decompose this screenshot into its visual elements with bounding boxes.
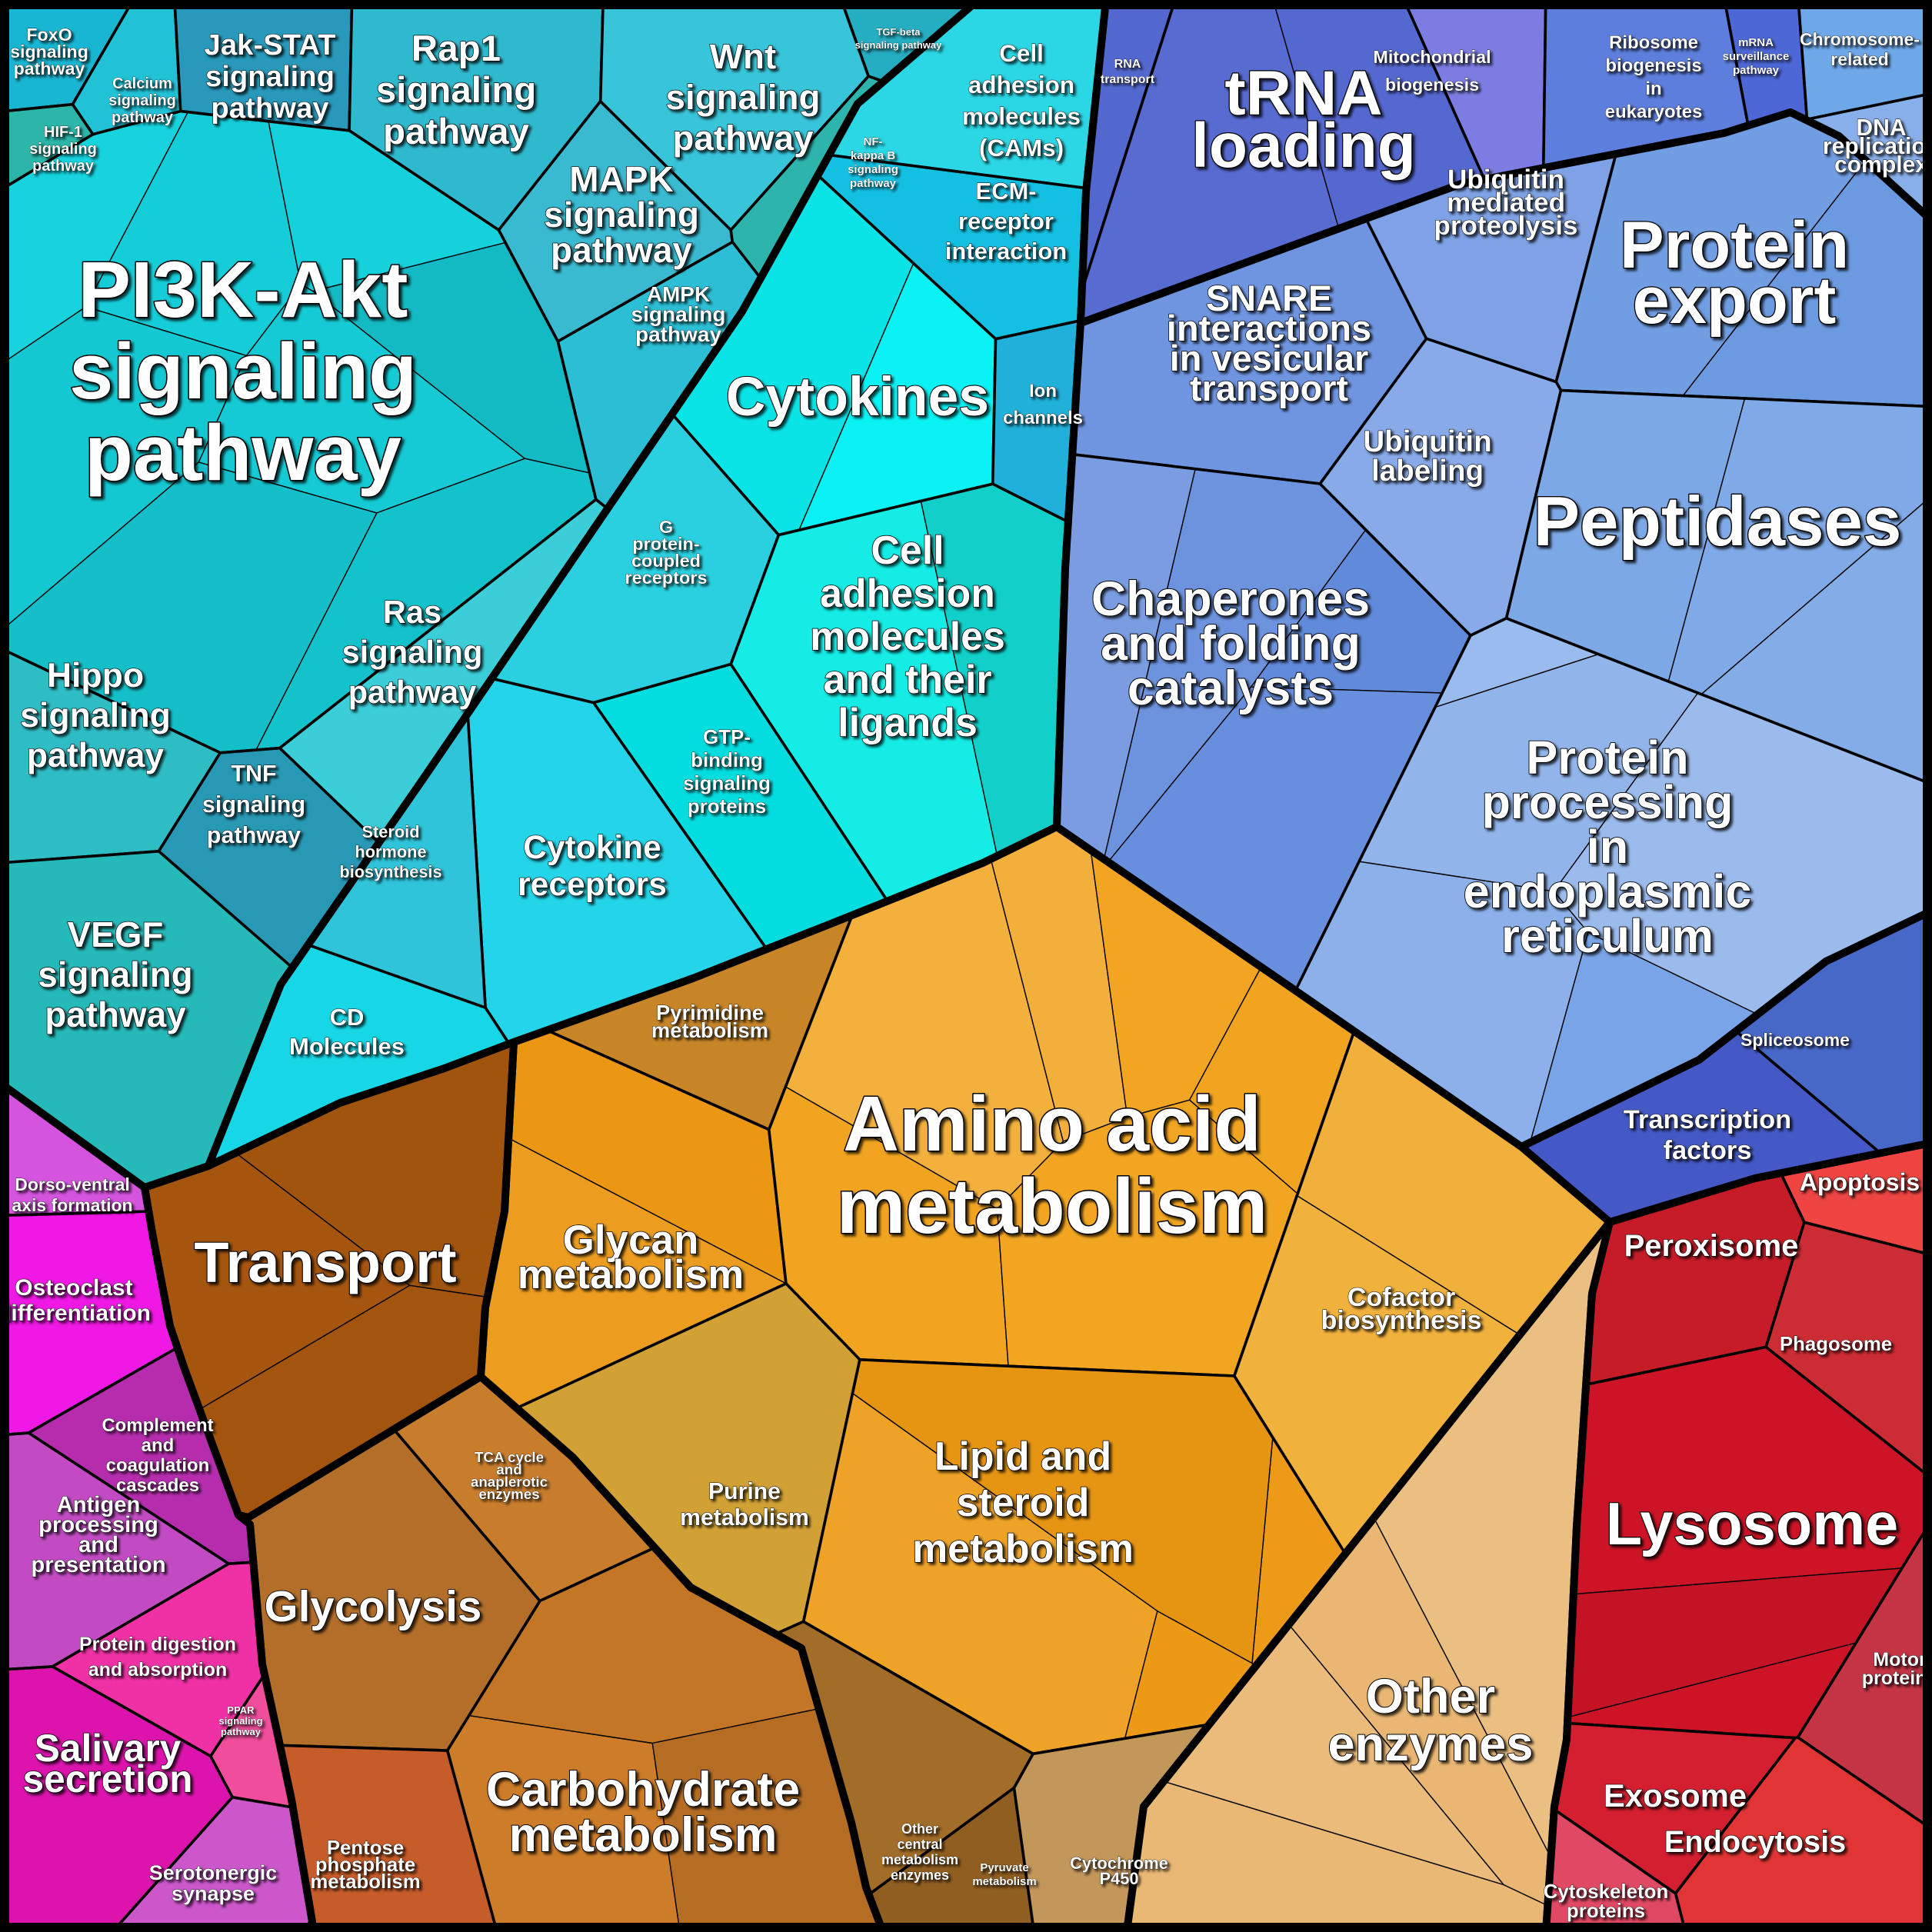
- svg-text:Apoptosis: Apoptosis: [1800, 1168, 1920, 1196]
- svg-text:Spliceosome: Spliceosome: [1740, 1030, 1850, 1050]
- svg-text:Cytokines: Cytokines: [726, 366, 989, 428]
- svg-text:Endocytosis: Endocytosis: [1664, 1825, 1847, 1859]
- svg-text:Peptidases: Peptidases: [1534, 483, 1902, 561]
- svg-text:Chromosome-related: Chromosome-related: [1800, 29, 1920, 69]
- svg-text:Lysosome: Lysosome: [1606, 1491, 1898, 1557]
- svg-text:Phagosome: Phagosome: [1780, 1334, 1892, 1355]
- svg-text:Peroxisome: Peroxisome: [1624, 1229, 1799, 1263]
- svg-text:Glycolysis: Glycolysis: [265, 1582, 482, 1631]
- svg-text:Transport: Transport: [194, 1231, 456, 1294]
- svg-text:Exosome: Exosome: [1604, 1777, 1747, 1814]
